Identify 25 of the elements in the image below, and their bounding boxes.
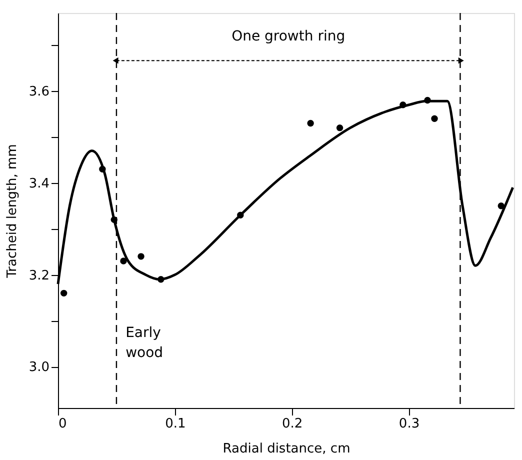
y-tick-label: 3.4 <box>28 176 50 192</box>
y-axis-title: Tracheid length, mm <box>4 144 20 279</box>
point <box>110 216 118 224</box>
point <box>336 124 344 132</box>
point <box>424 96 431 104</box>
x-tick-label: 0.1 <box>165 416 186 432</box>
point <box>307 120 314 127</box>
x-tick-label: 0 <box>58 416 67 432</box>
point <box>138 253 144 260</box>
annotation: Early wood <box>126 324 164 361</box>
point <box>60 290 68 297</box>
point <box>158 276 164 283</box>
point <box>237 212 244 218</box>
point <box>120 258 127 264</box>
annotation: One growth ring <box>232 28 346 45</box>
point <box>431 115 438 122</box>
x-tick-label: 0.3 <box>398 416 420 432</box>
x-tick-label: 0.2 <box>282 416 303 432</box>
point <box>99 166 106 173</box>
x-axis-title: Radial distance, cm <box>222 442 350 456</box>
y-tick-label: 3.0 <box>28 360 50 376</box>
point <box>400 102 406 108</box>
y-tick-label: 3.6 <box>28 84 50 100</box>
y-tick-label: 3.2 <box>28 268 50 284</box>
point <box>498 202 504 210</box>
